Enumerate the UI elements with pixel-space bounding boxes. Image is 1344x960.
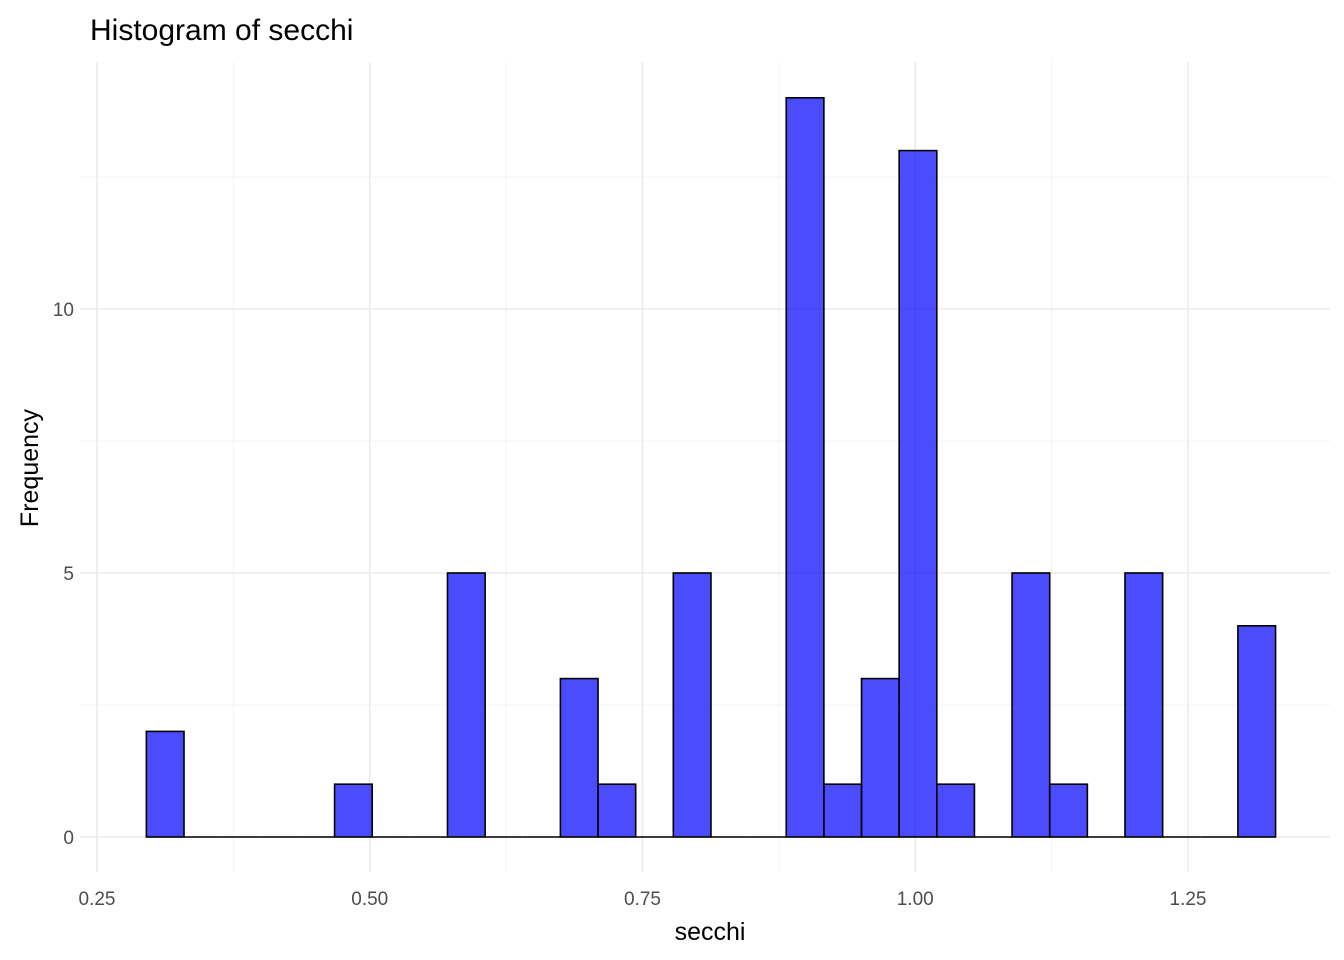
histogram-bar bbox=[597, 783, 637, 838]
y-axis-ticks: 0 5 10 bbox=[53, 300, 74, 849]
chart-title: Histogram of secchi bbox=[90, 14, 353, 47]
y-axis-title: Frequency bbox=[16, 408, 44, 527]
histogram-bar bbox=[898, 149, 938, 838]
histogram-bar bbox=[823, 783, 863, 838]
x-axis-ticks: 0.25 0.50 0.75 1.00 1.25 bbox=[79, 889, 1207, 910]
histogram-bar bbox=[1237, 624, 1277, 838]
histogram-bar bbox=[333, 783, 374, 838]
histogram-bar bbox=[1124, 572, 1164, 838]
x-tick-label: 0.75 bbox=[624, 889, 661, 910]
histogram-bar bbox=[1048, 783, 1089, 838]
histogram-bar bbox=[145, 730, 185, 838]
histogram-bar bbox=[1011, 572, 1051, 838]
y-tick-label: 0 bbox=[63, 828, 74, 849]
histogram-bar bbox=[935, 783, 976, 838]
x-tick-label: 1.00 bbox=[897, 889, 934, 910]
y-tick-label: 10 bbox=[53, 300, 74, 321]
y-tick-label: 5 bbox=[63, 564, 74, 585]
x-tick-label: 0.25 bbox=[79, 889, 116, 910]
histogram-bar bbox=[446, 572, 486, 838]
x-tick-label: 1.25 bbox=[1170, 889, 1207, 910]
bars bbox=[145, 97, 1277, 838]
x-tick-label: 0.50 bbox=[351, 889, 388, 910]
histogram-bar bbox=[785, 97, 825, 838]
x-axis-title: secchi bbox=[675, 918, 746, 946]
histogram-bar bbox=[559, 677, 599, 838]
histogram-bar bbox=[860, 677, 900, 838]
histogram-bar bbox=[672, 572, 712, 838]
